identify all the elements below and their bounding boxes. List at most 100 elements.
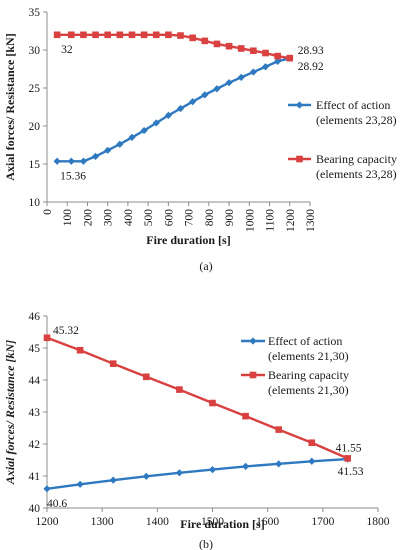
legend-label: Effect of action bbox=[268, 334, 342, 348]
y-tick-label: 40 bbox=[29, 503, 41, 515]
data-point bbox=[128, 133, 136, 141]
data-annotation: 32 bbox=[61, 44, 73, 56]
data-point bbox=[91, 152, 100, 160]
data-point bbox=[67, 157, 75, 165]
data-point bbox=[53, 157, 61, 165]
panel-label: (a) bbox=[199, 259, 212, 273]
y-tick-label: 25 bbox=[29, 83, 41, 95]
data-point bbox=[213, 85, 221, 93]
data-point bbox=[242, 412, 249, 420]
y-axis-label: Axial forces/ Resistance [kN] bbox=[3, 340, 17, 485]
x-tick-label: 200 bbox=[82, 209, 94, 227]
data-point bbox=[142, 472, 150, 480]
data-point bbox=[274, 52, 281, 60]
data-point bbox=[109, 360, 117, 367]
y-tick-label: 30 bbox=[29, 45, 41, 57]
series-effect-of-action bbox=[53, 54, 294, 165]
data-point bbox=[152, 119, 160, 127]
data-point bbox=[104, 31, 111, 39]
data-point bbox=[79, 157, 88, 165]
data-point bbox=[225, 42, 233, 50]
data-annotation: 15.36 bbox=[60, 170, 86, 182]
data-point bbox=[189, 98, 197, 106]
data-point bbox=[249, 68, 257, 76]
x-tick-label: 1800 bbox=[367, 516, 390, 528]
legend-label: (elements 23,28) bbox=[316, 167, 397, 181]
data-point bbox=[67, 31, 75, 39]
data-annotation: 45.32 bbox=[53, 325, 79, 337]
data-point bbox=[275, 460, 283, 468]
data-point bbox=[76, 346, 84, 354]
data-point bbox=[225, 79, 233, 87]
data-annotation: 41.53 bbox=[338, 466, 364, 478]
data-point bbox=[92, 31, 99, 39]
data-point bbox=[177, 32, 184, 39]
x-tick-label: 1400 bbox=[146, 516, 169, 528]
y-tick-label: 35 bbox=[29, 7, 41, 19]
legend-label: Effect of action bbox=[316, 98, 390, 112]
data-point bbox=[209, 399, 216, 407]
x-tick-label: 1600 bbox=[256, 516, 279, 528]
data-point bbox=[143, 373, 150, 381]
data-point bbox=[140, 31, 148, 39]
data-point bbox=[176, 386, 183, 393]
data-point bbox=[308, 457, 316, 465]
x-tick-label: 900 bbox=[224, 209, 236, 227]
data-annotation: 40.6 bbox=[47, 498, 67, 510]
data-point bbox=[213, 40, 221, 48]
series-line bbox=[46, 336, 349, 460]
x-tick-label: 1300 bbox=[91, 516, 114, 528]
data-point bbox=[116, 140, 124, 148]
y-tick-label: 43 bbox=[29, 407, 41, 419]
data-point bbox=[175, 469, 183, 477]
x-tick-label: 1000 bbox=[244, 209, 256, 232]
y-tick-label: 41 bbox=[29, 471, 41, 483]
x-tick-label: 1500 bbox=[201, 516, 224, 528]
data-point bbox=[189, 34, 196, 42]
y-tick-label: 20 bbox=[29, 121, 41, 133]
y-axis-label: Axial forces/ Resistance [kN] bbox=[3, 33, 17, 180]
x-tick-label: 500 bbox=[143, 209, 155, 227]
data-point bbox=[176, 104, 185, 113]
y-tick-label: 10 bbox=[29, 197, 41, 209]
data-annotation: 28.93 bbox=[298, 45, 324, 57]
y-tick-label: 46 bbox=[29, 311, 41, 323]
series-effect-of-action bbox=[43, 455, 352, 493]
legend-swatch-marker bbox=[249, 337, 257, 345]
series-line bbox=[46, 457, 348, 490]
x-tick-label: 800 bbox=[204, 209, 216, 227]
x-axis-label: Fire duration [s] bbox=[146, 233, 230, 247]
data-point bbox=[237, 73, 245, 81]
data-annotation: 28.92 bbox=[298, 61, 324, 73]
data-point bbox=[164, 111, 172, 119]
data-point bbox=[308, 439, 316, 447]
series-line bbox=[57, 33, 290, 60]
data-point bbox=[274, 57, 282, 65]
x-tick-label: 700 bbox=[184, 209, 196, 227]
data-point bbox=[261, 63, 270, 71]
legend-label: (elements 21,30) bbox=[268, 383, 349, 397]
x-tick-label: 1200 bbox=[36, 516, 59, 528]
data-point bbox=[104, 146, 112, 154]
data-point bbox=[116, 31, 124, 39]
data-point bbox=[43, 485, 51, 493]
data-point bbox=[80, 31, 87, 39]
legend-label: Bearing capacity bbox=[316, 152, 397, 166]
data-point bbox=[237, 45, 245, 52]
x-tick-label: 1100 bbox=[265, 209, 277, 232]
x-tick-label: 100 bbox=[62, 209, 74, 227]
data-point bbox=[152, 31, 160, 39]
x-tick-label: 1700 bbox=[311, 516, 334, 528]
data-point bbox=[286, 54, 294, 62]
data-point bbox=[208, 466, 217, 474]
y-tick-label: 42 bbox=[29, 439, 41, 451]
x-axis-label: Fire duration [s] bbox=[180, 517, 264, 531]
y-tick-label: 44 bbox=[29, 375, 41, 387]
legend-label: (elements 23,28) bbox=[316, 113, 397, 127]
series-bearing-capacity bbox=[43, 334, 351, 462]
data-point bbox=[53, 31, 61, 39]
data-point bbox=[165, 31, 172, 39]
data-point bbox=[201, 91, 209, 99]
data-point bbox=[262, 49, 269, 57]
